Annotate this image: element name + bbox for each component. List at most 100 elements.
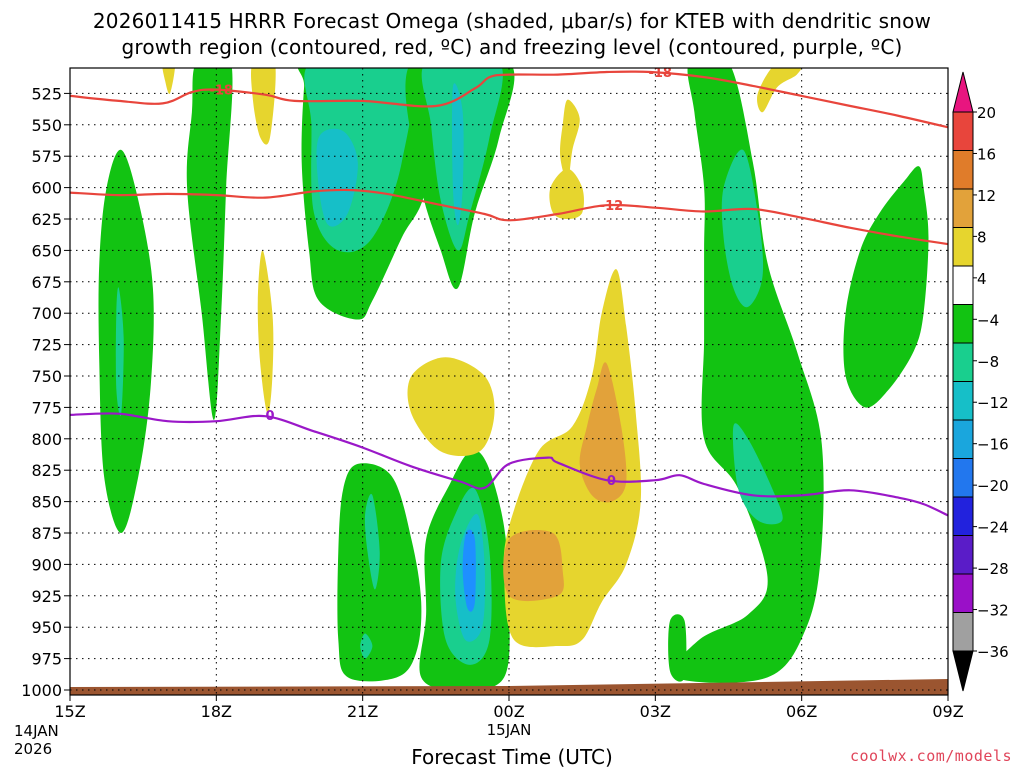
colorbar-label-11: −28 bbox=[977, 560, 1009, 578]
omega-region-11-level-12 bbox=[451, 83, 464, 226]
x-date-day: 14JAN bbox=[14, 722, 59, 740]
colorbar-swatch-5 bbox=[952, 419, 974, 459]
omega-region-29-level-8 bbox=[732, 423, 783, 525]
omega-region-5-level4 bbox=[257, 250, 274, 414]
omega-region-28-level-8 bbox=[721, 149, 764, 308]
colorbar-label-1: 16 bbox=[977, 145, 996, 163]
y-tick-label-625: 625 bbox=[31, 210, 62, 229]
omega-region-24-level4 bbox=[560, 99, 580, 182]
y-tick-label-975: 975 bbox=[31, 650, 62, 669]
omega-region-22-level8 bbox=[503, 529, 564, 602]
colorbar-swatch-0 bbox=[952, 612, 974, 652]
y-tick-label-875: 875 bbox=[31, 524, 62, 543]
contour-label-dendritic-top-1: -18 bbox=[648, 66, 672, 81]
omega-region-25-level4 bbox=[757, 68, 802, 113]
y-tick-label-750: 750 bbox=[31, 367, 62, 386]
omega-region-21-level8 bbox=[579, 362, 627, 503]
omega-region-1-level-8 bbox=[115, 287, 124, 416]
x-tick-label-09Z: 09Z bbox=[932, 702, 963, 721]
grid-lines bbox=[70, 68, 948, 695]
colorbar-label-9: −20 bbox=[977, 477, 1009, 495]
y-tick-label-550: 550 bbox=[31, 116, 62, 135]
colorbar: 20 16 12 8 4 −4 −8 −12 −16 −20 −24 −28 −32 −36 bbox=[952, 71, 1009, 692]
omega-region-23-level4 bbox=[549, 168, 584, 219]
x-axis-label: Forecast Time (UTC) bbox=[411, 745, 613, 769]
colorbar-label-2: 12 bbox=[977, 187, 996, 205]
colorbar-arrow-high bbox=[952, 71, 974, 113]
colorbar-swatch-3 bbox=[952, 496, 974, 536]
colorbar-swatch-4 bbox=[952, 458, 974, 498]
omega-region-13-level-8 bbox=[364, 493, 380, 590]
x-tick-label-18Z: 18Z bbox=[201, 702, 232, 721]
y-tick-label-650: 650 bbox=[31, 241, 62, 260]
colorbar-arrow-low bbox=[952, 650, 974, 692]
x-date-year: 2026 bbox=[14, 740, 53, 758]
x-tick-label-03Z: 03Z bbox=[640, 702, 671, 721]
contour-label-dendritic-top-0: -18 bbox=[209, 84, 233, 99]
colorbar-label-6: −8 bbox=[977, 353, 999, 371]
colorbar-label-4: 4 bbox=[977, 270, 987, 288]
y-tick-label-1000: 1000 bbox=[21, 681, 62, 700]
colorbar-swatch-9 bbox=[952, 265, 974, 305]
y-tick-label-925: 925 bbox=[31, 587, 62, 606]
x-tick-sublabel: 15JAN bbox=[487, 721, 532, 739]
colorbar-label-3: 8 bbox=[977, 228, 987, 246]
y-tick-label-700: 700 bbox=[31, 304, 62, 323]
colorbar-label-8: −16 bbox=[977, 436, 1009, 454]
colorbar-swatch-2 bbox=[952, 535, 974, 575]
omega-region-26-level-4 bbox=[672, 68, 824, 683]
colorbar-label-5: −4 bbox=[977, 311, 999, 329]
colorbar-swatch-13 bbox=[952, 111, 974, 151]
shaded-omega-regions bbox=[98, 68, 929, 691]
axes: 525 550 575 600 625 650 675 700 725 750 775 800 825 8… bbox=[21, 84, 963, 739]
chart-title-line1: 2026011415 HRRR Forecast Omega (shaded, … bbox=[92, 9, 932, 33]
omega-region-12-level-4 bbox=[337, 463, 422, 682]
site-credit: coolwx.com/models bbox=[849, 747, 1012, 765]
contour-lines: -18 -18 -12 0 0 bbox=[70, 66, 948, 517]
y-tick-label-900: 900 bbox=[31, 555, 62, 574]
colorbar-label-13: −36 bbox=[977, 643, 1009, 661]
omega-region-4-level4 bbox=[251, 68, 276, 145]
contour-dendritic-top bbox=[70, 70, 948, 129]
y-tick-label-825: 825 bbox=[31, 461, 62, 480]
y-tick-label-800: 800 bbox=[31, 430, 62, 449]
chart-title-line2: growth region (contoured, red, ºC) and f… bbox=[121, 35, 903, 59]
y-tick-label-575: 575 bbox=[31, 147, 62, 166]
y-tick-label-775: 775 bbox=[31, 398, 62, 417]
y-tick-label-850: 850 bbox=[31, 493, 62, 512]
colorbar-label-10: −24 bbox=[977, 519, 1009, 537]
colorbar-swatch-8 bbox=[952, 304, 974, 344]
omega-region-3-level4 bbox=[162, 68, 175, 94]
omega-region-27-level-4 bbox=[668, 614, 687, 682]
omega-region-0-level-4 bbox=[98, 149, 154, 534]
omega-region-14-level-8 bbox=[360, 633, 373, 659]
y-tick-label-675: 675 bbox=[31, 273, 62, 292]
contour-label-freezing-level-0: 0 bbox=[265, 409, 274, 424]
x-tick-label-00Z: 00Z bbox=[493, 702, 524, 721]
colorbar-swatch-11 bbox=[952, 188, 974, 228]
y-tick-label-950: 950 bbox=[31, 618, 62, 637]
contour-dendritic-bottom bbox=[70, 188, 948, 246]
x-tick-label-15Z: 15Z bbox=[54, 702, 85, 721]
colorbar-label-12: −32 bbox=[977, 602, 1009, 620]
omega-region-8-level-12 bbox=[316, 128, 358, 227]
x-tick-label-06Z: 06Z bbox=[786, 702, 817, 721]
omega-region-18-level-16 bbox=[462, 529, 476, 612]
contour-label-freezing-level-1: 0 bbox=[607, 474, 616, 489]
omega-region-2-level-4 bbox=[186, 68, 233, 420]
y-tick-label-725: 725 bbox=[31, 336, 62, 355]
colorbar-swatch-12 bbox=[952, 150, 974, 190]
omega-region-19-level4 bbox=[407, 357, 495, 457]
colorbar-label-0: 20 bbox=[977, 104, 996, 122]
colorbar-swatch-6 bbox=[952, 381, 974, 421]
contour-freezing-level bbox=[70, 412, 948, 517]
colorbar-label-7: −12 bbox=[977, 394, 1009, 412]
y-tick-label-600: 600 bbox=[31, 179, 62, 198]
colorbar-swatch-7 bbox=[952, 342, 974, 382]
contour-label-dendritic-bottom-0: -12 bbox=[600, 199, 624, 214]
colorbar-swatch-1 bbox=[952, 573, 974, 613]
omega-region-30-level-4 bbox=[843, 166, 929, 408]
y-tick-label-525: 525 bbox=[31, 84, 62, 103]
x-tick-label-21Z: 21Z bbox=[347, 702, 378, 721]
